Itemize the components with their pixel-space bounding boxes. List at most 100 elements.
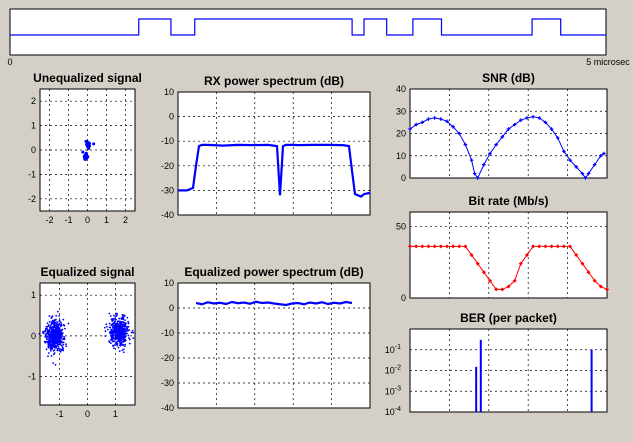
equalized-point: [114, 336, 117, 338]
snr-point: [451, 125, 455, 129]
equalized-point: [116, 344, 119, 347]
equalized-point: [59, 343, 62, 346]
equalized-point: [56, 337, 59, 340]
snr-point: [438, 117, 443, 121]
equalized-point: [46, 325, 48, 328]
equalized-point: [59, 325, 62, 328]
equalized-point: [56, 341, 59, 344]
equalized-point: [49, 347, 52, 350]
unequalized-ytick-label: -2: [28, 194, 36, 204]
equalized-point: [124, 343, 126, 346]
bitrate-point: [586, 270, 591, 275]
eq_spectrum-ytick-label: -10: [161, 328, 174, 338]
equalized-point: [123, 314, 126, 317]
equalized-point: [121, 329, 124, 331]
equalized-point: [64, 327, 66, 330]
equalized-point: [49, 336, 51, 339]
equalized-point: [58, 314, 61, 317]
equalized-point: [113, 344, 116, 347]
snr-chart: SNR (dB) 0 10 20 30 40: [396, 71, 608, 183]
equalized-point: [51, 320, 54, 323]
bitrate-point: [469, 253, 474, 257]
equalized-point: [47, 355, 49, 358]
equalized-point: [60, 329, 63, 332]
equalized-point: [122, 344, 124, 347]
equalized-point: [45, 335, 48, 338]
snr-ytick-label: 30: [396, 106, 406, 116]
snr-point: [574, 165, 579, 169]
equalized-point: [118, 331, 121, 334]
equalized-point: [128, 338, 131, 341]
equalized-point: [44, 330, 47, 333]
equalized-point: [112, 344, 114, 347]
equalized-point: [46, 322, 49, 325]
equalized-point: [111, 334, 114, 337]
equalized-point: [53, 319, 56, 322]
equalized-point: [114, 316, 117, 318]
equalized-point: [110, 328, 112, 331]
equalized-point: [125, 328, 128, 331]
bitrate-point: [524, 253, 529, 257]
bitrate-point: [506, 284, 511, 289]
equalized-point: [47, 352, 50, 354]
bitrate-point: [475, 261, 480, 266]
equalized-point: [122, 320, 124, 323]
equalized-point: [109, 315, 112, 317]
timeline-panel: 0 5 microsec: [7, 8, 630, 67]
snr-point: [475, 176, 480, 180]
equalized-point: [125, 330, 127, 333]
eq_spectrum-series-line: [195, 300, 353, 307]
unequalized-xtick-label: 2: [123, 215, 128, 225]
equalized-point: [58, 336, 61, 339]
snr-axes: [409, 88, 608, 179]
unequalized-xtick-label: -1: [64, 215, 72, 225]
equalized-point: [112, 314, 115, 317]
equalized-point: [120, 329, 122, 332]
snr-point: [602, 151, 606, 156]
bitrate-point: [463, 244, 468, 249]
rx_spectrum-ytick-label: -40: [161, 210, 174, 220]
equalized-point: [132, 337, 135, 340]
unequalized-xtick-label: 1: [104, 215, 109, 225]
equalized-cluster: [103, 312, 135, 354]
equalized-point: [53, 349, 56, 351]
equalized-point: [44, 327, 47, 330]
equalized-point: [53, 323, 56, 326]
eq_spectrum-chart: Equalized power spectrum (dB) 10 0 -10 -20 -3…: [161, 265, 371, 413]
rx_spectrum-series-line: [178, 143, 371, 198]
ber-ytick-label: 10-3: [385, 385, 401, 396]
equalized-point: [49, 333, 52, 335]
equalized-point: [53, 352, 56, 354]
equalized-point: [120, 341, 123, 344]
equalized-point: [49, 339, 52, 342]
equalized-point: [47, 342, 50, 344]
equalized-point: [124, 332, 127, 335]
bitrate-point: [580, 261, 585, 266]
equalized-point: [59, 341, 62, 343]
equalized-point: [127, 326, 130, 328]
equalized-point: [128, 342, 131, 345]
equalized-point: [47, 338, 50, 341]
unequalized-chart: Unequalized signal -2 -1 0 1 2 -2 -1 0 1 2: [28, 71, 142, 225]
rx_spectrum-title: RX power spectrum (dB): [204, 74, 344, 88]
unequalized-point: [81, 150, 85, 154]
equalized-point: [124, 335, 127, 338]
bitrate-point: [451, 244, 456, 249]
bitrate-point: [543, 244, 548, 249]
unequalized-cluster: [84, 139, 96, 150]
equalized-point: [123, 321, 126, 324]
equalized-point: [53, 338, 56, 341]
snr-title: SNR (dB): [482, 71, 535, 85]
equalized-point: [121, 349, 124, 352]
equalized-point: [113, 328, 116, 331]
equalized-point: [111, 332, 113, 334]
equalized-point: [113, 325, 115, 327]
snr-point: [482, 162, 486, 167]
equalized-point: [44, 335, 47, 338]
equalized-point: [118, 336, 121, 339]
bitrate-point: [494, 287, 499, 292]
equalized-point: [55, 334, 58, 337]
equalized-point: [50, 330, 52, 333]
equalized-point: [122, 317, 124, 320]
equalized-point: [56, 310, 59, 313]
